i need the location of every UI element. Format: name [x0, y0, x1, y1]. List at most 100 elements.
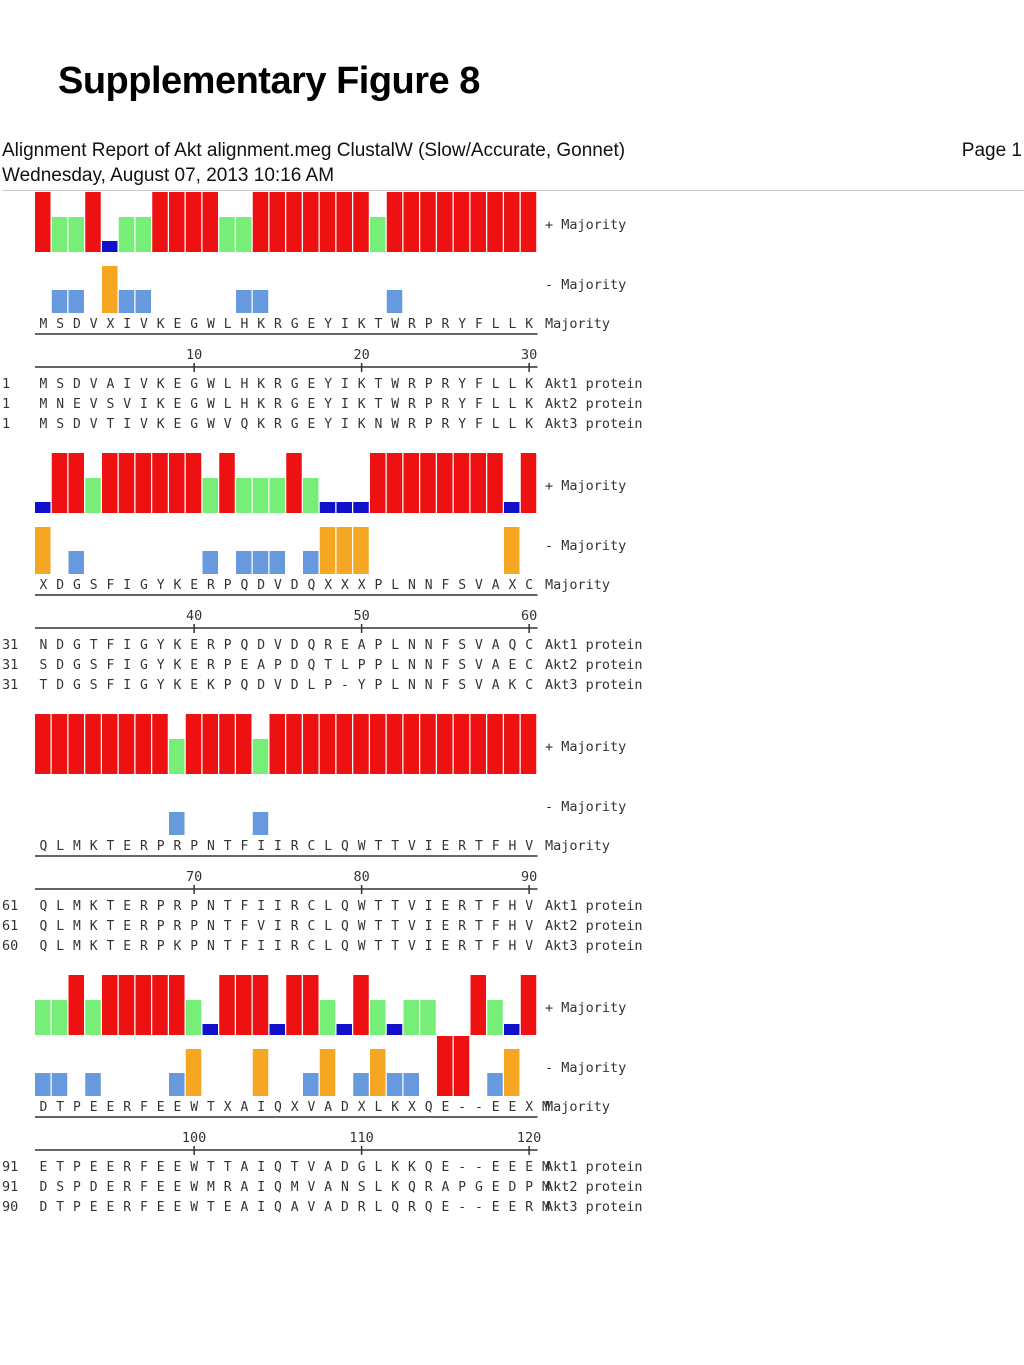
protein-sequence-char: Q	[408, 1180, 416, 1195]
majority-sequence-char: P	[190, 839, 198, 854]
plus-majority-bar	[319, 192, 336, 252]
plus-majority-bar	[252, 975, 269, 1035]
protein-sequence-char: Q	[425, 1200, 433, 1215]
protein-sequence-char: V	[408, 919, 416, 934]
plus-majority-bar	[135, 453, 151, 513]
protein-sequence-char: E	[441, 919, 449, 934]
protein-sequence-char: T	[374, 377, 382, 392]
protein-sequence-char: F	[492, 919, 500, 934]
protein-sequence-char: V	[274, 638, 282, 653]
protein-sequence-char: Q	[39, 939, 47, 954]
protein-sequence-char: E	[173, 1180, 181, 1195]
protein-name: Akt3 protein	[545, 938, 643, 954]
plus-majority-bar	[169, 975, 185, 1035]
protein-sequence-char: K	[358, 397, 366, 412]
protein-sequence-char: P	[190, 919, 198, 934]
protein-sequence-char: E	[73, 397, 81, 412]
majority-sequence-char: E	[157, 1100, 165, 1115]
protein-sequence-char: P	[374, 638, 382, 653]
majority-sequence-char: W	[358, 839, 366, 854]
protein-sequence-char: E	[157, 1180, 165, 1195]
majority-sequence-char: T	[374, 839, 382, 854]
protein-sequence-char: V	[525, 899, 533, 914]
protein-sequence-char: D	[341, 1200, 349, 1215]
plus-majority-bar	[252, 478, 269, 513]
plus-majority-bar	[152, 453, 168, 513]
plus-majority-bar	[185, 192, 202, 252]
plus-majority-bar	[319, 714, 336, 774]
plus-majority-bar	[85, 714, 101, 774]
plus-majority-bar	[202, 714, 218, 774]
majority-sequence-char: D	[291, 578, 299, 593]
protein-sequence-char: Q	[341, 939, 349, 954]
protein-name: Akt2 protein	[545, 657, 643, 673]
protein-sequence-char: K	[525, 417, 533, 432]
majority-sequence-char: E	[123, 839, 131, 854]
protein-sequence-char: I	[274, 899, 282, 914]
protein-sequence-char: F	[140, 1180, 148, 1195]
minus-majority-bar	[453, 1036, 470, 1096]
protein-sequence-char: A	[358, 638, 366, 653]
protein-sequence-char: Q	[341, 899, 349, 914]
plus-majority-bar	[169, 739, 185, 774]
plus-majority-bar	[303, 192, 319, 252]
majority-sequence-char: N	[408, 578, 416, 593]
protein-sequence-char: N	[341, 1180, 349, 1195]
plus-majority-bar	[370, 217, 386, 252]
protein-sequence-char: E	[307, 377, 315, 392]
protein-sequence-char: K	[90, 939, 98, 954]
protein-sequence-char: F	[492, 939, 500, 954]
protein-sequence-char: N	[408, 678, 416, 693]
protein-sequence-char: R	[408, 417, 416, 432]
protein-sequence-char: P	[274, 658, 282, 673]
minus-majority-bar	[353, 527, 369, 574]
plus-majority-bar	[185, 453, 202, 513]
majority-sequence-char: F	[106, 578, 114, 593]
majority-sequence-char: Q	[341, 839, 349, 854]
majority-sequence-char: V	[274, 578, 282, 593]
row-start-position: 31	[2, 657, 18, 673]
protein-sequence-char: D	[56, 678, 64, 693]
plus-majority-bar	[386, 1024, 403, 1035]
majority-sequence-char: P	[425, 317, 433, 332]
protein-sequence-char: G	[73, 678, 81, 693]
protein-sequence-char: E	[106, 1160, 114, 1175]
protein-sequence-char: I	[123, 638, 131, 653]
ruler-number: 100	[182, 1130, 206, 1146]
protein-sequence-char: D	[508, 1180, 516, 1195]
protein-sequence-char: P	[73, 1200, 81, 1215]
protein-sequence-char: A	[492, 678, 500, 693]
protein-sequence-char: E	[173, 1160, 181, 1175]
protein-sequence-char: M	[207, 1180, 215, 1195]
protein-sequence-char: I	[425, 939, 433, 954]
row-start-position: 1	[2, 396, 10, 412]
majority-sequence-char: Q	[307, 578, 315, 593]
majority-sequence-char: X	[39, 578, 47, 593]
plus-majority-bar	[437, 453, 453, 513]
protein-sequence-char: T	[106, 417, 114, 432]
protein-sequence-char: K	[257, 397, 265, 412]
protein-sequence-char: T	[374, 899, 382, 914]
protein-sequence-char: G	[190, 397, 198, 412]
alignment-block-4: + Majority - Majority D T P E E R F E E W T X A I Q X V A D X…	[0, 975, 1024, 1215]
protein-sequence-char: E	[492, 1160, 500, 1175]
minus-majority-bar	[386, 290, 403, 313]
plus-majority-bar	[118, 714, 135, 774]
protein-sequence-char: Q	[240, 678, 248, 693]
protein-sequence-char: C	[525, 638, 533, 653]
protein-sequence-char: E	[157, 1160, 165, 1175]
majority-sequence-char: W	[190, 1100, 198, 1115]
protein-sequence-char: R	[173, 899, 181, 914]
minus-majority-bar	[386, 1073, 403, 1096]
plus-majority-bar	[135, 975, 151, 1035]
plus-majority-bar	[386, 453, 403, 513]
protein-sequence-char: T	[106, 899, 114, 914]
protein-sequence-char: I	[341, 377, 349, 392]
protein-sequence-char: G	[140, 638, 148, 653]
protein-sequence-char: R	[173, 919, 181, 934]
minus-majority-bar	[236, 551, 252, 574]
protein-name: Akt2 protein	[545, 396, 643, 412]
protein-sequence-char: R	[458, 919, 466, 934]
protein-sequence-char: T	[90, 638, 98, 653]
plus-majority-label: + Majority	[545, 217, 626, 233]
